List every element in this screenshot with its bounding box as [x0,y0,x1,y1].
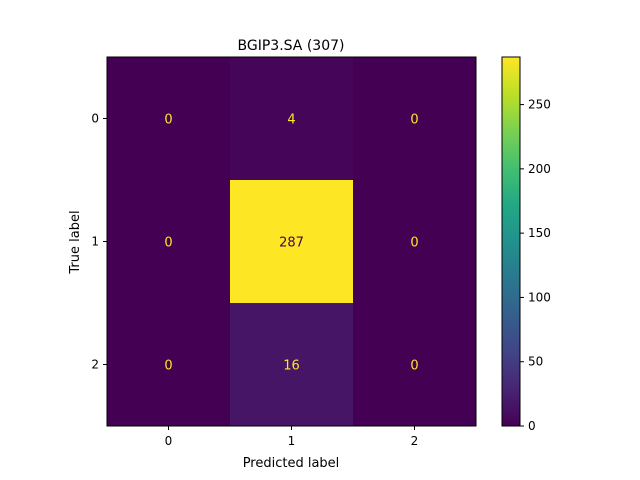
cell-value-label: 4 [287,113,295,128]
x-axis: 0 1 2 [165,426,419,448]
colorbar-tick-label: 150 [528,226,551,240]
x-tick-label: 0 [165,434,173,448]
cell-value-label: 0 [410,113,418,128]
colorbar: 0 50 100 150 200 250 [501,56,551,433]
cell-value-label: 0 [164,236,172,251]
x-axis-label: Predicted label [243,456,340,471]
y-tick-label: 2 [91,358,99,372]
heatmap-cell [107,180,230,303]
colorbar-tick-label: 200 [528,162,551,176]
heatmap-cell [107,303,230,426]
y-tick-label: 1 [91,235,99,249]
heatmap-cell [353,180,476,303]
cell-value-label: 0 [410,236,418,251]
heatmap-cell [107,57,230,180]
x-tick-label: 1 [288,434,296,448]
y-axis: 0 1 2 [91,112,107,372]
y-axis-label: True label [68,210,83,274]
heatmap-cells [106,56,477,427]
cell-value-label: 0 [164,359,172,374]
heatmap-cell-labels: 0 4 0 0 287 0 0 16 0 [164,113,418,374]
heatmap-cell [230,303,353,426]
colorbar-tick-label: 0 [528,419,536,433]
x-tick-label: 2 [411,434,419,448]
cell-value-label: 0 [164,113,172,128]
cell-value-label: 16 [283,359,300,374]
colorbar-tick-label: 50 [528,355,543,369]
y-tick-label: 0 [91,112,99,126]
colorbar-tick-label: 250 [528,98,551,112]
cell-value-label: 287 [279,236,304,251]
heatmap-cell [353,57,476,180]
heatmap-cell [230,57,353,180]
chart-title: BGIP3.SA (307) [238,38,345,54]
cell-value-label: 0 [410,359,418,374]
colorbar-gradient [501,56,521,427]
heatmap-cell [353,303,476,426]
heatmap-cell [230,180,353,303]
colorbar-tick-label: 100 [528,290,551,304]
